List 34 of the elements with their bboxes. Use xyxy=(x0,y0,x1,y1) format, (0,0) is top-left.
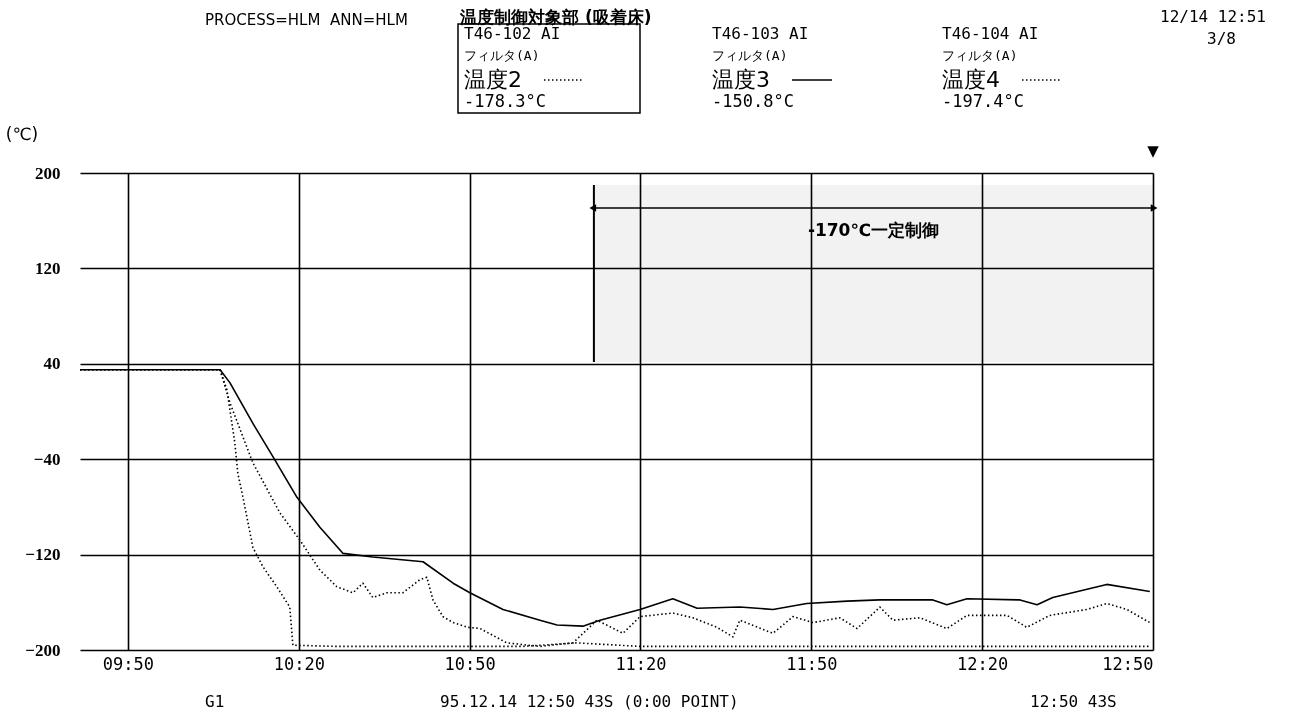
y-tick-label: −120 xyxy=(25,545,61,565)
x-tick-label: 11:50 xyxy=(786,653,838,674)
text: 温度制御対象部 (吸着床) xyxy=(459,7,652,27)
text: T46-103 AI xyxy=(712,24,809,43)
text: -178.3°C xyxy=(464,91,546,111)
text: T46-104 AI xyxy=(942,24,1039,43)
text: 95.12.14 12:50 43S (0:00 POINT) xyxy=(440,692,739,711)
y-axis-title: (℃) xyxy=(5,124,39,144)
text: ▼ xyxy=(1147,142,1160,160)
text: ANN=HLM xyxy=(330,11,408,29)
x-tick-label: 10:20 xyxy=(273,653,325,674)
text: フィルタ(A) xyxy=(942,48,1018,63)
x-tick-label: 10:50 xyxy=(444,653,496,674)
text: G1 xyxy=(205,692,225,711)
y-tick-label: −40 xyxy=(33,449,61,469)
text: PROCESS=HLM xyxy=(205,11,321,29)
text: フィルタ(A) xyxy=(712,48,788,63)
legend-label: 温度4 xyxy=(942,67,1000,92)
x-tick-label: 11:20 xyxy=(615,653,667,674)
x-tick-label: 12:50 xyxy=(1102,653,1154,674)
text: -197.4°C xyxy=(942,91,1024,111)
text: 3/8 xyxy=(1207,29,1236,48)
y-tick-label: 200 xyxy=(35,163,61,183)
y-tick-label: −200 xyxy=(25,640,61,660)
text: 12:50 43S xyxy=(1030,692,1117,711)
y-tick-label: 120 xyxy=(35,258,61,278)
text: -150.8°C xyxy=(712,91,794,111)
x-tick-label: 12:20 xyxy=(957,653,1009,674)
legend-label: 温度2 xyxy=(464,67,522,92)
text: フィルタ(A) xyxy=(464,48,540,63)
x-tick-label: 09:50 xyxy=(102,653,155,674)
legend-label: 温度3 xyxy=(712,67,770,92)
y-tick-label: 40 xyxy=(43,354,61,374)
text: 12/14 12:51 xyxy=(1160,7,1266,26)
